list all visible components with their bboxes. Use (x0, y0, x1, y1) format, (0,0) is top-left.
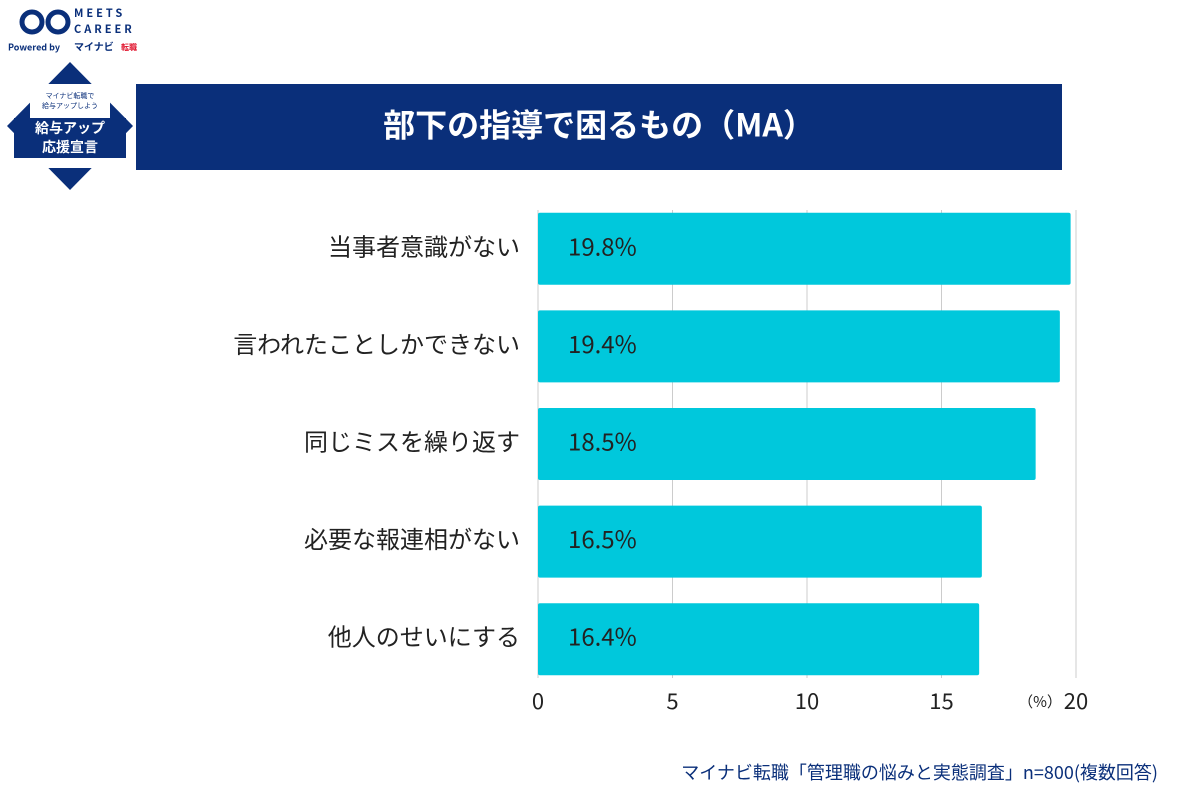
badge-text: マイナビ転職で (46, 91, 95, 101)
chart-title: 部下の指導で困るもの（MA） (383, 101, 815, 147)
bar (538, 408, 1036, 480)
y-tick-label: 同じミスを繰り返す (304, 423, 520, 458)
x-tick-label: 5 (666, 684, 678, 716)
bar (538, 603, 980, 676)
y-tick-label: 当事者意識がない (328, 227, 520, 262)
logo-text: MEETS (74, 5, 125, 21)
value-label: 19.8% (568, 227, 637, 262)
title-banner (136, 84, 1062, 170)
badge: マイナビ転職で 給与アップしよう 給与アップ 応援宣言 (7, 62, 133, 190)
logo-mark (19, 9, 45, 35)
y-tick-label: 他人のせいにする (328, 618, 520, 653)
plot: 0 5 10 15 20（%） 当事者意識がない 19.8% 言われたことしかできない 19.4… (233, 210, 1088, 716)
x-tick-label: 10 (795, 684, 819, 716)
y-tick-label: 必要な報連相がない (304, 520, 520, 555)
logo-text: 転職 (121, 42, 137, 53)
value-label: 19.4% (568, 325, 637, 360)
value-label: 18.5% (568, 423, 637, 458)
badge-text: 給与アップしよう (42, 101, 98, 111)
logo-mark (45, 9, 71, 35)
bar (538, 310, 1060, 383)
badge-text: 応援宣言 (42, 137, 98, 157)
logo-text: マイナビ (74, 39, 114, 54)
x-tick-label: 20 (1064, 684, 1088, 716)
logo-text: CAREER (74, 21, 135, 37)
value-label: 16.4% (568, 618, 637, 653)
x-tick-label: 0 (532, 684, 544, 716)
badge-text: 給与アップ (35, 118, 105, 138)
value-label: 16.5% (568, 520, 637, 555)
logo: MEETS CAREER Powered by マイナビ 転職 (8, 5, 137, 54)
bar (538, 212, 1071, 285)
x-tick-label: 15 (929, 684, 953, 716)
y-tick-label: 言われたことしかできない (233, 325, 520, 360)
bar (538, 505, 982, 578)
badge-band (14, 118, 126, 158)
x-unit: （%） (1018, 691, 1062, 712)
logo-text: Powered by (8, 40, 61, 53)
source: マイナビ転職「管理職の悩みと実態調査」n=800(複数回答) (681, 759, 1158, 785)
